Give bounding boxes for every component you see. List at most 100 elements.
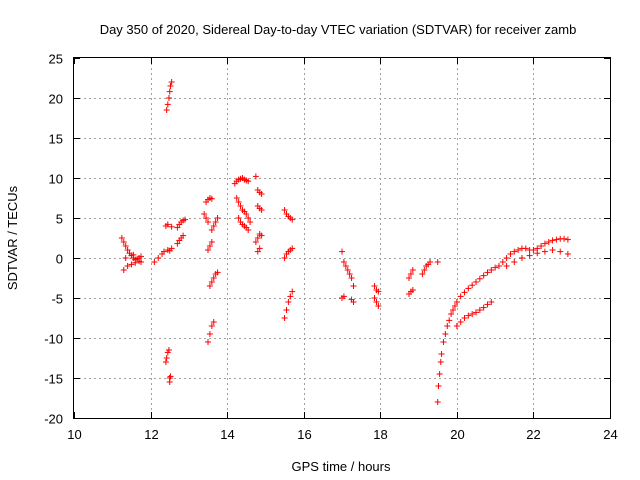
data-point xyxy=(476,307,483,313)
data-point xyxy=(340,293,347,300)
data-point xyxy=(350,299,357,305)
data-point xyxy=(465,285,472,292)
data-point xyxy=(258,232,265,239)
data-point xyxy=(419,271,426,277)
data-point xyxy=(180,232,187,239)
data-point xyxy=(340,259,347,265)
data-point xyxy=(564,251,571,257)
data-point xyxy=(289,216,296,223)
data-point xyxy=(174,240,181,247)
data-point xyxy=(168,79,175,85)
data-point xyxy=(346,271,353,277)
data-point xyxy=(534,250,541,257)
data-point xyxy=(421,267,428,273)
data-point xyxy=(450,307,457,313)
data-point xyxy=(208,323,215,329)
data-point xyxy=(165,347,172,353)
data-point xyxy=(436,371,443,377)
x-tick-label: 24 xyxy=(603,427,617,442)
data-point xyxy=(206,331,213,337)
data-point xyxy=(557,248,564,255)
data-point xyxy=(205,219,211,225)
data-point xyxy=(561,235,568,242)
data-point xyxy=(480,272,487,279)
data-point xyxy=(541,248,548,255)
data-point xyxy=(132,259,139,266)
chart-title: Day 350 of 2020, Sidereal Day-to-day VTE… xyxy=(100,22,577,37)
data-point xyxy=(167,373,174,380)
data-point xyxy=(440,339,447,345)
data-point xyxy=(373,299,380,305)
data-point xyxy=(438,351,445,357)
data-point xyxy=(166,88,173,95)
data-point xyxy=(165,95,172,101)
y-tick-label: 0 xyxy=(56,252,63,267)
data-point xyxy=(495,263,502,269)
data-point xyxy=(283,307,290,313)
x-tick-label: 22 xyxy=(526,427,540,442)
data-point xyxy=(281,315,288,321)
data-point xyxy=(164,101,171,108)
data-point xyxy=(511,259,518,265)
data-point xyxy=(427,259,434,265)
data-point xyxy=(167,83,174,89)
data-point xyxy=(553,236,560,243)
data-point xyxy=(492,264,499,271)
data-point xyxy=(138,253,144,260)
data-point xyxy=(461,289,468,296)
data-point xyxy=(128,261,135,268)
data-point xyxy=(465,312,472,319)
data-point xyxy=(160,248,167,255)
y-tick-label: 15 xyxy=(49,132,63,147)
data-point xyxy=(245,215,252,221)
data-point xyxy=(406,275,412,281)
x-tick-label: 12 xyxy=(144,427,158,442)
data-point xyxy=(446,317,453,324)
data-point xyxy=(484,269,491,276)
data-point xyxy=(511,248,518,255)
data-point xyxy=(453,323,460,329)
data-point xyxy=(549,237,556,244)
data-point xyxy=(473,279,479,285)
data-point xyxy=(541,240,548,247)
data-point xyxy=(281,207,288,213)
data-point xyxy=(442,331,449,337)
data-point xyxy=(214,215,221,221)
data-point xyxy=(252,239,259,245)
data-point xyxy=(437,359,444,365)
data-point xyxy=(122,255,129,261)
data-point xyxy=(469,311,476,317)
data-point xyxy=(235,215,242,221)
data-point xyxy=(245,178,252,185)
data-point xyxy=(371,295,378,301)
data-point xyxy=(538,243,545,249)
data-point xyxy=(208,227,215,233)
data-point xyxy=(348,275,355,281)
data-point xyxy=(118,235,125,241)
data-point xyxy=(182,216,189,223)
y-tick-label: 5 xyxy=(56,212,63,227)
y-axis-label: SDTVAR / TECUs xyxy=(5,185,20,290)
data-point xyxy=(122,243,129,249)
data-point xyxy=(210,223,217,229)
x-tick-label: 18 xyxy=(373,427,387,442)
data-point xyxy=(473,309,479,316)
data-point xyxy=(151,259,158,265)
data-point xyxy=(281,255,288,261)
data-point xyxy=(480,304,487,311)
x-axis-label: GPS time / hours xyxy=(292,459,391,474)
y-tick-label: -5 xyxy=(51,292,63,307)
data-point xyxy=(448,311,455,317)
data-point xyxy=(287,293,294,300)
data-point xyxy=(488,267,495,273)
data-point xyxy=(203,215,210,221)
data-point xyxy=(138,259,144,265)
data-point xyxy=(434,399,441,405)
data-point xyxy=(444,323,451,329)
data-point xyxy=(409,287,416,293)
data-point xyxy=(522,245,529,252)
data-point xyxy=(434,259,441,265)
data-point xyxy=(256,245,263,252)
data-point xyxy=(168,245,175,252)
data-point xyxy=(206,243,213,249)
